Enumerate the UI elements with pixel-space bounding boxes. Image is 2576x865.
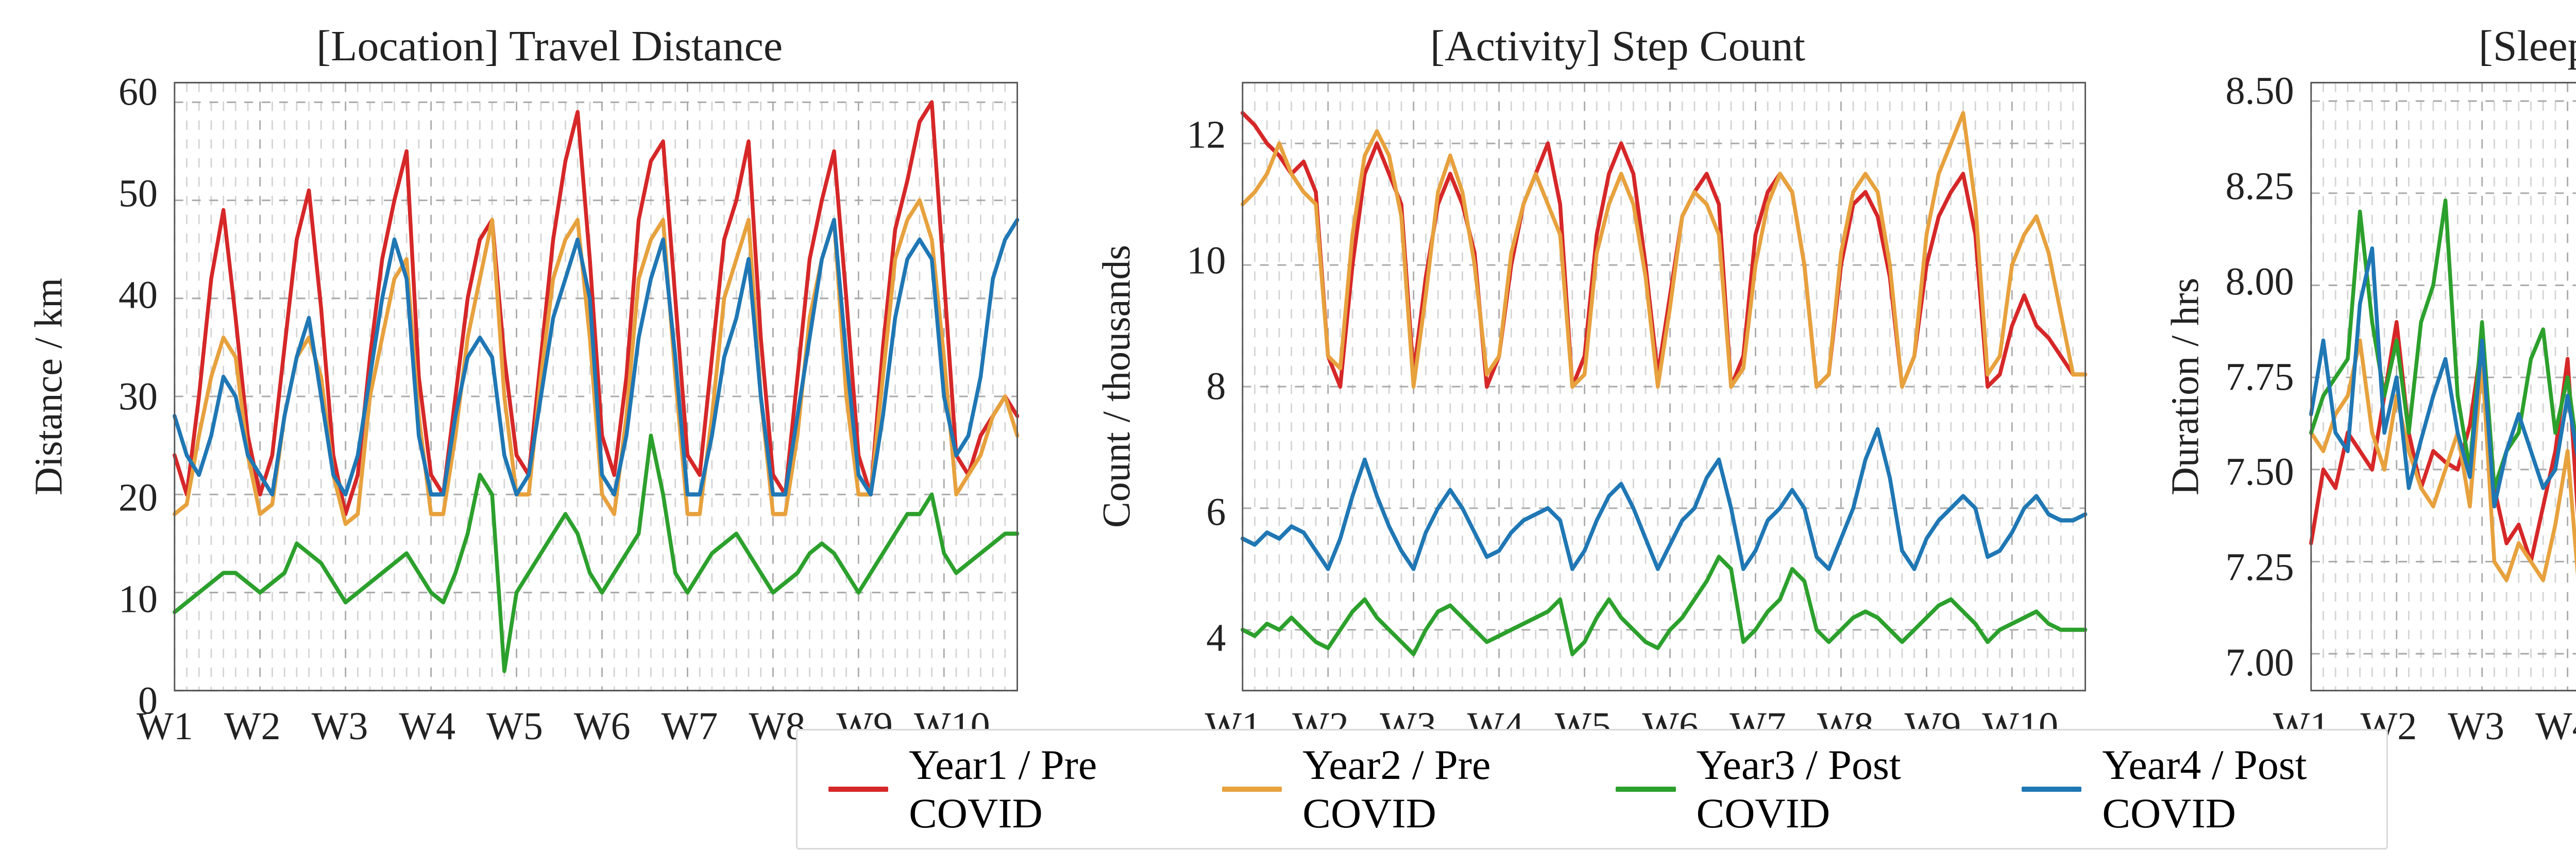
ytick-label: 7.75: [2226, 355, 2294, 400]
xtick-label: W5: [486, 704, 543, 749]
legend-swatch: [1616, 787, 1675, 792]
ytick-label: 50: [118, 172, 158, 217]
ytick-label: 4: [1206, 616, 1226, 661]
legend-swatch: [828, 787, 888, 792]
panel-sleep: Duration / hrs[Sleep] Duration in Bed7.0…: [2157, 21, 2576, 753]
ytick-label: 8.50: [2226, 69, 2294, 113]
plotcol-distance: [Location] Travel Distance0102030405060W…: [72, 21, 1027, 753]
ytick-label: 8: [1206, 364, 1226, 409]
series-steps-year4: [1243, 429, 2086, 569]
xtick-label: W7: [662, 704, 718, 749]
ylabel-steps: Count / thousands: [1089, 21, 1140, 753]
ytick-label: 30: [118, 374, 158, 419]
xtick-label: W4: [399, 704, 455, 749]
legend: Year1 / Pre COVID Year2 / Pre COVID Year3 …: [796, 729, 2388, 850]
plotcol-sleep: [Sleep] Duration in Bed 7.00 7.25 7.50 7.75 8…: [2209, 21, 2576, 753]
series-steps-year2: [1243, 113, 2086, 387]
ytick-label: 40: [118, 273, 158, 318]
panel-steps: Count / thousands[Activity] Step Count 4 6…: [1089, 21, 2095, 753]
xtick-label: W3: [2448, 704, 2504, 749]
legend-label: Year1 / Pre COVID: [909, 741, 1150, 838]
legend-label: Year3 / Post COVID: [1697, 741, 1950, 838]
xtick-label: W1: [137, 704, 193, 749]
legend-item-year4: Year4 / Post COVID: [2022, 741, 2355, 838]
legend-swatch: [2022, 787, 2081, 792]
ytick-label: 8.00: [2226, 259, 2294, 304]
figure-root: Distance / km[Location] Travel Distance0…: [0, 0, 2576, 865]
ylabel-sleep: Duration / hrs: [2157, 21, 2209, 753]
ytick-label: 7.50: [2226, 450, 2294, 495]
title-distance: [Location] Travel Distance: [72, 21, 1027, 72]
plotcol-steps: [Activity] Step Count4681012W1W2W3W4W5W6…: [1140, 21, 2095, 753]
legend-swatch: [1222, 787, 1282, 792]
ytick-label: 7.25: [2226, 545, 2294, 590]
legend-item-year2: Year2 / Pre COVID: [1222, 741, 1544, 838]
series-distance-year3: [175, 436, 1018, 671]
xtick-label: W6: [574, 704, 631, 749]
ytick-label: 10: [1187, 239, 1226, 284]
xtick-label: W3: [312, 704, 368, 749]
ytick-label: 6: [1206, 490, 1226, 535]
legend-item-year3: Year3 / Post COVID: [1616, 741, 1950, 838]
plot-svg-sleep: [2301, 72, 2576, 701]
plot-svg-distance: [165, 72, 1027, 701]
plot-svg-steps: [1233, 72, 2095, 701]
xtick-label: W2: [224, 704, 281, 749]
plotbox-steps: 4 6 8 10 12: [1140, 72, 2095, 701]
ytick-label: 10: [118, 577, 158, 622]
ytick-label: 8.25: [2226, 164, 2294, 209]
panel-distance: Distance / km[Location] Travel Distance0…: [21, 21, 1027, 753]
series-sleep-year3: [2311, 175, 2576, 488]
series-steps-year3: [1243, 557, 2086, 654]
ytick-label: 7.00: [2226, 641, 2294, 686]
ytick-label: 12: [1187, 113, 1226, 158]
plotbox-distance: 0102030405060: [72, 72, 1027, 701]
ytick-label: 60: [118, 70, 158, 115]
legend-label: Year2 / Pre COVID: [1302, 741, 1544, 838]
title-sleep: [Sleep] Duration in Bed: [2209, 21, 2576, 72]
legend-item-year1: Year1 / Pre COVID: [828, 741, 1150, 838]
ylabel-distance: Distance / km: [21, 21, 72, 753]
ytick-label: 20: [118, 476, 158, 521]
xtick-label: W4: [2535, 704, 2576, 749]
panels-row: Distance / km[Location] Travel Distance0…: [21, 21, 2576, 753]
plotbox-sleep: 7.00 7.25 7.50 7.75 8.00 8.25 8.50: [2209, 72, 2576, 701]
title-steps: [Activity] Step Count: [1140, 21, 2095, 72]
legend-label: Year4 / Post COVID: [2102, 741, 2355, 838]
